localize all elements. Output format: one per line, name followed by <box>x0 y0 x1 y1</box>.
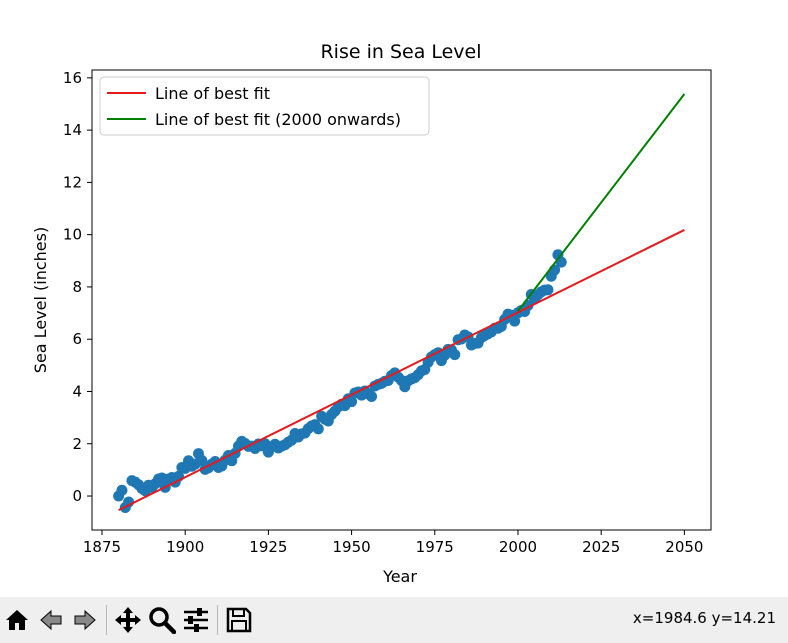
data-point <box>449 349 461 361</box>
y-tick-label: 14 <box>63 121 82 139</box>
toolbar-separator <box>106 605 107 635</box>
save-icon <box>226 607 252 633</box>
back-icon <box>40 609 62 631</box>
y-tick-label: 2 <box>72 435 82 453</box>
y-tick-label: 16 <box>63 69 82 87</box>
series-line <box>517 93 686 312</box>
y-tick-label: 8 <box>72 278 82 296</box>
figure: Rise in Sea Level Year Sea Level (inches… <box>31 41 712 586</box>
y-tick-label: 4 <box>72 382 82 400</box>
x-tick-label: 2025 <box>582 538 620 556</box>
toolbar-separator <box>217 605 218 635</box>
pan-icon <box>115 607 141 633</box>
data-point <box>542 284 554 296</box>
configure-subplots-icon <box>184 608 208 632</box>
x-tick-label: 1975 <box>416 538 454 556</box>
data-point <box>366 390 378 402</box>
x-axis-label: Year <box>382 567 417 586</box>
pan-button[interactable] <box>111 600 145 640</box>
legend-box <box>99 76 430 136</box>
scatter-points <box>113 249 567 514</box>
back-button[interactable] <box>34 600 68 640</box>
data-point <box>196 454 208 466</box>
x-tick-label: 1925 <box>249 538 287 556</box>
y-tick-label: 10 <box>63 226 82 244</box>
data-point <box>312 423 324 435</box>
y-tick-label: 12 <box>63 173 82 191</box>
y-axis-label: Sea Level (inches) <box>31 227 50 373</box>
configure-subplots-button[interactable] <box>179 600 213 640</box>
x-tick-label: 2000 <box>499 538 537 556</box>
x-tick-label: 1900 <box>166 538 204 556</box>
x-tick-label: 1875 <box>83 538 121 556</box>
x-tick-label: 1950 <box>332 538 370 556</box>
zoom-icon <box>149 607 176 634</box>
legend-label: Line of best fit <box>155 84 270 103</box>
legend-label: Line of best fit (2000 onwards) <box>155 110 401 129</box>
x-tick-label: 2050 <box>665 538 703 556</box>
axis-ticks: 1875 1900 1925 1950 1975 2000 2025 2050 0 2 4 6 8 10 1… <box>63 69 704 556</box>
home-icon <box>6 610 28 630</box>
forward-button[interactable] <box>68 600 102 640</box>
chart-title: Rise in Sea Level <box>320 41 481 63</box>
save-button[interactable] <box>222 600 256 640</box>
zoom-button[interactable] <box>145 600 179 640</box>
data-point <box>116 484 128 496</box>
series-line <box>118 229 685 512</box>
y-tick-label: 6 <box>72 330 82 348</box>
plot-frame <box>91 69 712 531</box>
fit-lines <box>118 93 686 512</box>
toolbar: x=1984.6 y=14.21 <box>0 597 788 643</box>
data-point <box>509 315 521 327</box>
y-tick-label: 0 <box>72 487 82 505</box>
legend: Line of best fit Line of best fit (2000 o… <box>99 76 430 136</box>
chart: Rise in Sea Level Year Sea Level (inches… <box>31 41 712 586</box>
data-point <box>346 396 358 408</box>
cursor-coordinates: x=1984.6 y=14.21 <box>632 609 776 627</box>
home-button[interactable] <box>0 600 34 640</box>
forward-icon <box>74 609 96 631</box>
